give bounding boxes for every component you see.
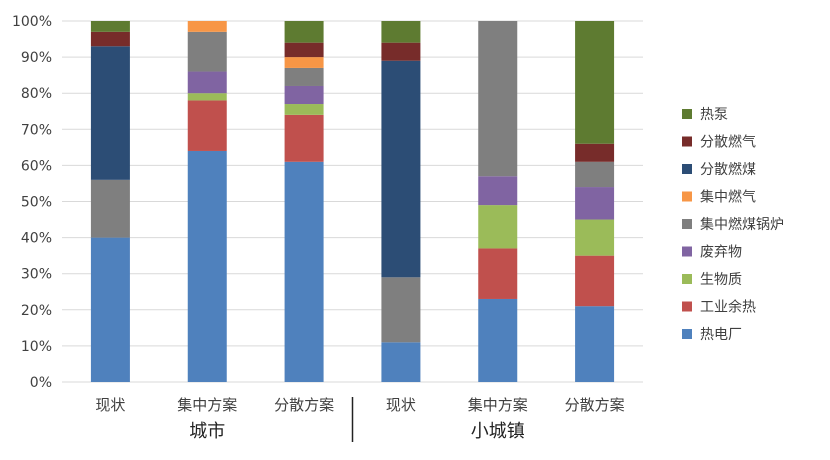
bar-segment [284, 42, 324, 58]
legend-swatch [682, 246, 692, 257]
bar-segment [575, 21, 615, 144]
x-category-label: 分散方案 [274, 396, 334, 414]
bar-segment [575, 143, 615, 162]
legend-swatch [682, 191, 692, 202]
bar-segment [90, 237, 130, 382]
bar-segment [478, 298, 518, 382]
bar-segment [284, 67, 324, 86]
bar-segment [381, 21, 421, 43]
bar-segment [381, 60, 421, 278]
x-category-label: 集中方案 [177, 396, 237, 414]
bar-segment [284, 21, 324, 43]
bar-segment [478, 248, 518, 299]
bar-segment [90, 179, 130, 238]
bar-segment [478, 176, 518, 206]
bar-segment [90, 31, 130, 47]
bar-segment [284, 85, 324, 105]
legend-swatch [682, 136, 692, 147]
x-group-label: 小城镇 [471, 421, 525, 442]
legend-label: 热泵 [700, 107, 728, 123]
y-tick-label: 100% [12, 14, 52, 30]
bar-segment [284, 161, 324, 382]
bar-segment [575, 306, 615, 382]
y-tick-label: 70% [21, 122, 52, 138]
x-category-label: 分散方案 [565, 396, 625, 414]
x-category-label: 集中方案 [468, 396, 528, 414]
legend-swatch [682, 109, 692, 119]
y-tick-label: 30% [21, 267, 52, 283]
legend-label: 分散燃气 [700, 134, 756, 151]
bar-segment [187, 31, 227, 72]
legend-label: 工业余热 [700, 299, 756, 316]
legend-label: 生物质 [700, 272, 742, 288]
legend-label: 废弃物 [700, 245, 742, 261]
bar-segment [284, 114, 324, 162]
bar-segment [187, 71, 227, 94]
bar-segment [575, 219, 615, 256]
legend-swatch [682, 274, 692, 284]
x-category-label: 现状 [386, 396, 416, 414]
legend-label: 分散燃煤 [700, 161, 756, 178]
bar-segment [381, 42, 421, 61]
legend-swatch [682, 301, 692, 312]
legend-swatch [682, 219, 692, 229]
y-tick-label: 90% [21, 50, 52, 66]
legend-label: 集中燃气 [700, 189, 756, 206]
x-category-label: 现状 [95, 396, 125, 414]
legend-swatch [682, 164, 692, 174]
y-tick-label: 50% [21, 195, 52, 211]
y-tick-label: 10% [21, 339, 52, 355]
y-tick-label: 80% [21, 86, 52, 102]
bar-segment [187, 150, 227, 382]
bar-segment [575, 255, 615, 307]
bar-segment [284, 104, 324, 115]
x-group-label: 城市 [189, 421, 225, 442]
legend-label: 热电厂 [700, 327, 742, 343]
y-tick-label: 60% [21, 158, 52, 174]
bar-segment [90, 46, 130, 180]
legend-label: 集中燃煤锅炉 [700, 216, 784, 233]
bar-segment [478, 205, 518, 249]
bar-segment [478, 21, 518, 177]
bar-segment [381, 342, 421, 382]
bar-segment [90, 21, 130, 32]
bar-segment [575, 161, 615, 188]
bar-segment [187, 100, 227, 151]
bar-segment [187, 21, 227, 32]
bar-segment [575, 187, 615, 220]
bar-segment [284, 57, 324, 68]
y-tick-label: 40% [21, 231, 52, 247]
bar-segment [381, 277, 421, 343]
legend-swatch [682, 329, 692, 339]
y-tick-label: 20% [21, 303, 52, 319]
bar-segment [187, 93, 227, 101]
y-tick-label: 0% [30, 375, 52, 391]
